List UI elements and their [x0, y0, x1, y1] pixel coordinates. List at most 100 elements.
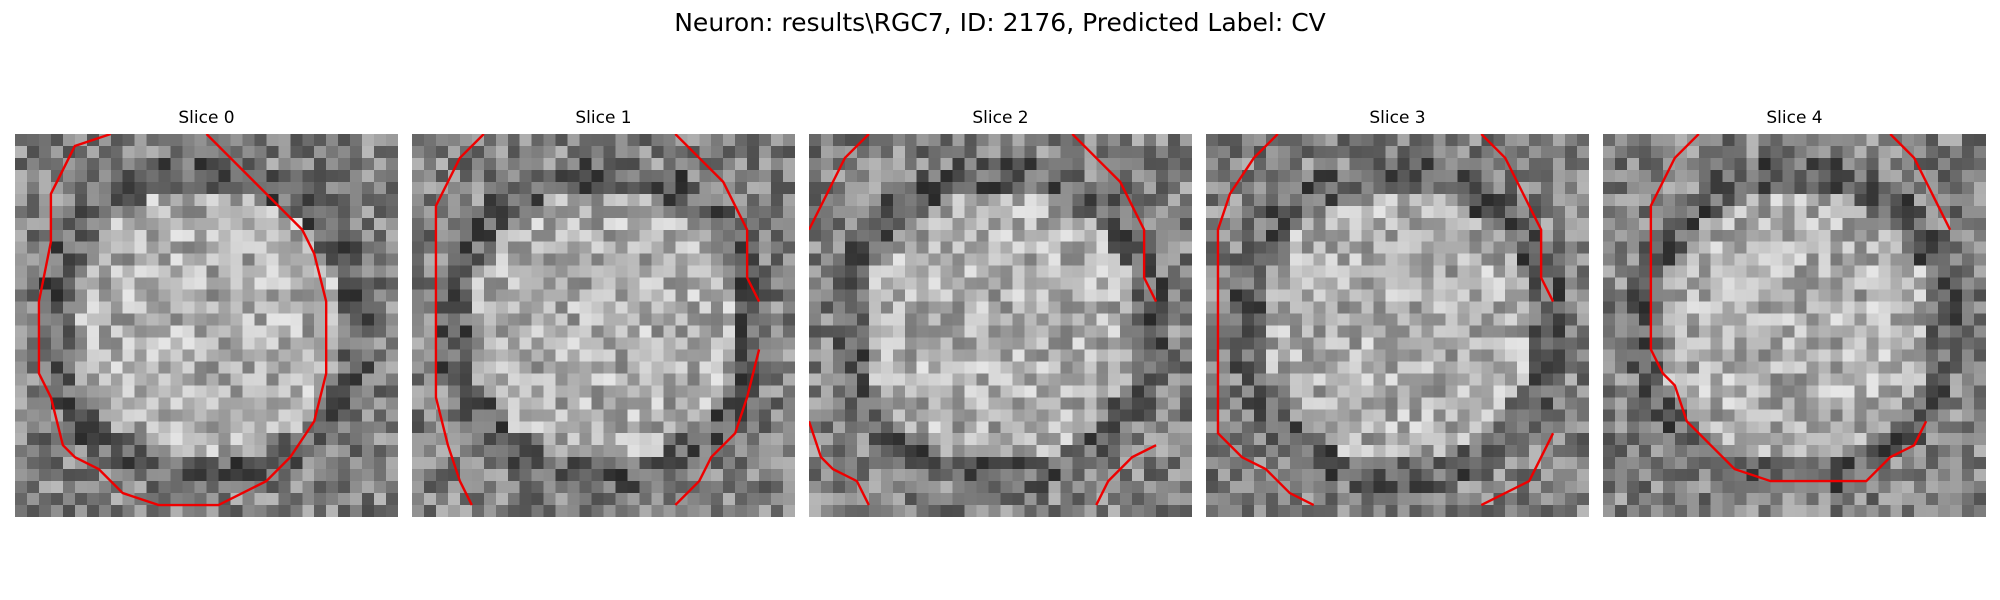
pixel: [1686, 241, 1699, 254]
pixel: [603, 409, 616, 422]
pixel: [1072, 325, 1085, 338]
pixel: [868, 289, 882, 302]
pixel: [603, 361, 616, 374]
pixel: [1024, 181, 1037, 195]
pixel: [1529, 241, 1542, 254]
pixel: [809, 181, 822, 195]
pixel: [26, 253, 40, 266]
pixel: [110, 325, 123, 338]
pixel: [74, 505, 88, 517]
pixel: [471, 241, 485, 254]
pixel: [230, 289, 243, 302]
pixel: [1072, 373, 1085, 386]
pixel: [362, 409, 375, 422]
pixel: [483, 277, 497, 290]
pixel: [1493, 301, 1506, 314]
pixel: [976, 169, 989, 183]
pixel: [194, 145, 207, 159]
pixel: [1144, 301, 1157, 314]
pixel: [26, 169, 40, 183]
pixel: [1206, 493, 1219, 506]
pixel: [627, 181, 640, 195]
pixel: [1866, 265, 1879, 278]
pixel: [1517, 397, 1530, 410]
pixel: [699, 229, 712, 242]
pixel: [1746, 409, 1759, 422]
pixel: [988, 433, 1001, 446]
pixel: [1505, 493, 1518, 506]
pixel: [338, 409, 351, 422]
pixel: [206, 433, 219, 446]
pixel: [302, 493, 315, 506]
pixel: [880, 505, 894, 517]
pixel: [771, 505, 784, 517]
pixel: [146, 205, 159, 219]
pixel: [1505, 505, 1518, 517]
pixel: [747, 409, 760, 422]
pixel: [1722, 277, 1735, 290]
pixel: [1072, 457, 1085, 470]
pixel: [1710, 289, 1723, 302]
pixel: [1614, 229, 1628, 242]
pixel: [916, 421, 929, 434]
pixel: [447, 373, 461, 386]
pixel: [1241, 253, 1255, 266]
pixel: [362, 385, 375, 398]
pixel: [675, 193, 688, 207]
pixel: [615, 289, 628, 302]
pixel: [1890, 373, 1903, 386]
pixel: [952, 289, 965, 302]
pixel: [844, 457, 858, 470]
pixel: [1289, 229, 1302, 242]
pixel: [856, 289, 870, 302]
pixel: [783, 421, 795, 434]
pixel: [1397, 469, 1410, 482]
pixel: [1770, 277, 1783, 290]
pixel: [1950, 397, 1963, 410]
pixel: [1902, 277, 1915, 290]
pixel: [1890, 325, 1903, 338]
pixel: [1974, 397, 1986, 410]
pixel: [170, 157, 183, 171]
pixel: [1806, 229, 1819, 242]
pixel: [1950, 229, 1963, 242]
pixel: [362, 253, 375, 266]
pixel: [507, 493, 520, 506]
pixel: [1206, 301, 1219, 314]
pixel: [880, 301, 894, 314]
pixel: [1206, 193, 1219, 207]
pixel: [1156, 265, 1169, 278]
pixel: [940, 253, 953, 266]
pixel: [1325, 145, 1338, 159]
pixel: [615, 193, 628, 207]
pixel: [687, 181, 700, 195]
pixel: [615, 421, 628, 434]
pixel: [976, 349, 989, 362]
pixel: [1000, 445, 1013, 458]
pixel: [1084, 505, 1097, 517]
pixel: [1902, 433, 1915, 446]
pixel: [278, 421, 291, 434]
pixel: [1722, 337, 1735, 350]
pixel: [1421, 433, 1434, 446]
pixel: [1445, 505, 1458, 517]
pixel: [1012, 325, 1025, 338]
pixel: [675, 181, 688, 195]
pixel: [206, 241, 219, 254]
pixel: [122, 277, 135, 290]
pixel: [735, 445, 748, 458]
pixel: [1565, 205, 1578, 219]
pixel: [711, 397, 724, 410]
pixel: [1108, 493, 1121, 506]
pixel: [904, 265, 917, 278]
pixel: [687, 313, 700, 326]
pixel: [868, 145, 882, 159]
pixel: [1206, 181, 1219, 195]
pixel: [1553, 205, 1566, 219]
pixel: [1505, 361, 1518, 374]
pixel: [603, 337, 616, 350]
pixel: [326, 134, 339, 147]
pixel: [338, 253, 351, 266]
pixel: [302, 409, 315, 422]
pixel: [880, 481, 894, 494]
